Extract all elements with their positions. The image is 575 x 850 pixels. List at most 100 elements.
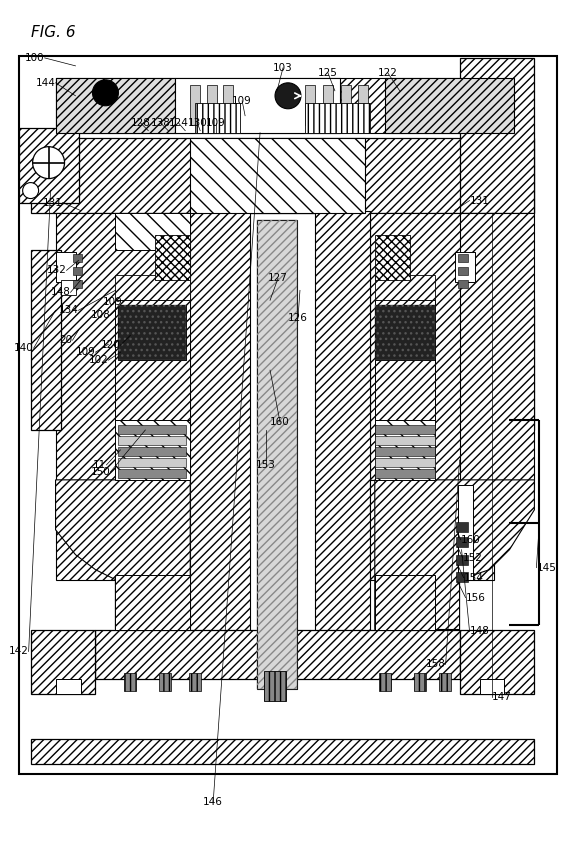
Text: 147: 147	[492, 693, 511, 702]
Bar	[56, 480, 185, 580]
Bar	[116, 300, 190, 420]
Bar	[223, 85, 233, 125]
Text: 124: 124	[168, 118, 188, 127]
Text: 150: 150	[91, 467, 110, 477]
Bar	[455, 572, 467, 581]
Bar	[439, 673, 451, 691]
Text: 154: 154	[463, 573, 484, 582]
Text: 145: 145	[536, 563, 556, 573]
Bar	[379, 673, 391, 691]
Text: 146: 146	[203, 797, 223, 808]
Polygon shape	[56, 480, 190, 630]
Bar	[358, 85, 368, 125]
Text: 11: 11	[93, 460, 106, 470]
Bar	[323, 85, 333, 125]
Text: 138: 138	[151, 118, 170, 127]
Text: 160: 160	[461, 535, 480, 545]
Bar	[455, 252, 474, 282]
Bar	[375, 447, 435, 456]
Text: 127: 127	[268, 274, 288, 283]
Text: 109: 109	[76, 347, 95, 357]
Bar	[375, 300, 435, 420]
Bar	[375, 305, 435, 360]
Bar	[375, 305, 435, 360]
Bar	[118, 469, 186, 478]
Bar	[116, 420, 190, 480]
Text: 130: 130	[187, 118, 207, 127]
Text: 148: 148	[470, 626, 489, 637]
Bar	[459, 212, 534, 490]
Bar	[375, 425, 435, 434]
Bar	[257, 220, 297, 689]
Bar	[455, 522, 467, 532]
Text: 120: 120	[101, 340, 120, 350]
Text: 20: 20	[59, 335, 72, 345]
Bar	[250, 211, 315, 670]
Circle shape	[22, 183, 39, 199]
Text: 132: 132	[47, 265, 67, 275]
Bar	[18, 56, 557, 774]
Bar	[124, 673, 136, 691]
Text: 126: 126	[288, 314, 308, 323]
Bar	[375, 575, 435, 630]
Text: 109: 109	[206, 118, 226, 127]
Bar	[30, 740, 534, 764]
Text: 158: 158	[426, 660, 446, 670]
Text: 134: 134	[59, 305, 79, 315]
Bar	[375, 436, 435, 445]
Bar	[56, 252, 75, 282]
Bar	[118, 447, 186, 456]
Bar	[159, 673, 171, 691]
Bar	[459, 58, 534, 212]
Text: 152: 152	[462, 552, 482, 563]
Bar	[190, 138, 365, 212]
Text: 102: 102	[89, 355, 109, 366]
Text: 131: 131	[470, 196, 489, 206]
Bar	[116, 275, 190, 300]
Bar	[375, 420, 435, 480]
Circle shape	[33, 147, 64, 178]
Bar	[458, 254, 467, 263]
Bar	[196, 103, 240, 133]
Bar	[175, 78, 340, 133]
Text: 122: 122	[378, 68, 398, 78]
Text: FIG. 6: FIG. 6	[30, 26, 75, 41]
Bar	[459, 630, 534, 694]
Bar	[30, 138, 534, 212]
Bar	[375, 458, 435, 467]
Bar	[190, 85, 200, 125]
Bar	[375, 469, 435, 478]
Bar	[118, 458, 186, 467]
Bar	[30, 251, 60, 430]
Circle shape	[93, 80, 118, 105]
Bar	[56, 78, 515, 133]
Text: 142: 142	[9, 647, 29, 656]
Text: 144: 144	[36, 78, 56, 88]
Bar	[341, 85, 351, 125]
Text: 156: 156	[466, 592, 485, 603]
Text: 140: 140	[14, 343, 33, 354]
Text: 108: 108	[91, 310, 110, 320]
Text: 125: 125	[318, 68, 338, 78]
Bar	[385, 78, 515, 133]
Bar	[56, 212, 190, 480]
Bar	[72, 254, 82, 263]
Bar	[257, 220, 297, 689]
Text: 128: 128	[131, 118, 150, 127]
Bar	[370, 480, 494, 580]
Bar	[189, 673, 201, 691]
Bar	[504, 300, 534, 430]
Text: 131: 131	[43, 197, 63, 207]
Text: 148: 148	[51, 287, 71, 298]
Bar	[207, 85, 217, 125]
Bar	[375, 235, 410, 280]
Bar	[455, 536, 467, 547]
Bar	[118, 305, 186, 360]
Bar	[72, 280, 82, 288]
Bar	[458, 280, 467, 288]
Bar	[118, 425, 186, 434]
Bar	[458, 268, 467, 275]
Polygon shape	[375, 480, 534, 630]
Bar	[56, 78, 175, 133]
Circle shape	[275, 82, 301, 109]
